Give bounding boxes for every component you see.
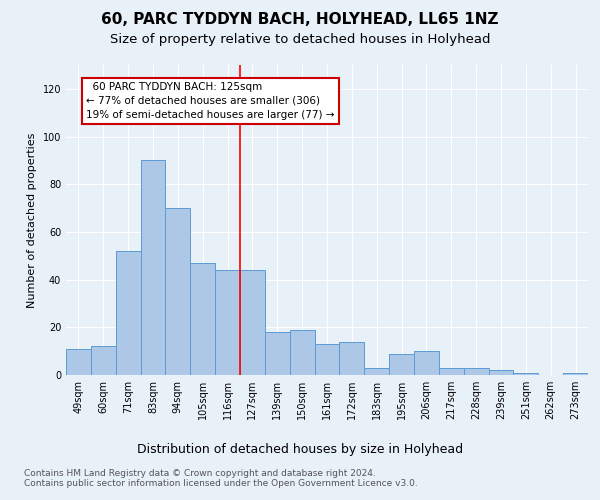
Y-axis label: Number of detached properties: Number of detached properties bbox=[27, 132, 37, 308]
Text: Size of property relative to detached houses in Holyhead: Size of property relative to detached ho… bbox=[110, 32, 490, 46]
Bar bbox=[389, 354, 414, 375]
Bar bbox=[265, 332, 290, 375]
Text: 60, PARC TYDDYN BACH, HOLYHEAD, LL65 1NZ: 60, PARC TYDDYN BACH, HOLYHEAD, LL65 1NZ bbox=[101, 12, 499, 28]
Bar bbox=[340, 342, 364, 375]
Text: Contains public sector information licensed under the Open Government Licence v3: Contains public sector information licen… bbox=[24, 478, 418, 488]
Bar bbox=[66, 349, 91, 375]
Bar bbox=[116, 251, 140, 375]
Text: Contains HM Land Registry data © Crown copyright and database right 2024.: Contains HM Land Registry data © Crown c… bbox=[24, 468, 376, 477]
Text: Distribution of detached houses by size in Holyhead: Distribution of detached houses by size … bbox=[137, 442, 463, 456]
Bar bbox=[215, 270, 240, 375]
Bar bbox=[364, 368, 389, 375]
Bar bbox=[190, 263, 215, 375]
Bar bbox=[314, 344, 340, 375]
Text: 60 PARC TYDDYN BACH: 125sqm
← 77% of detached houses are smaller (306)
19% of se: 60 PARC TYDDYN BACH: 125sqm ← 77% of det… bbox=[86, 82, 334, 120]
Bar bbox=[488, 370, 514, 375]
Bar bbox=[91, 346, 116, 375]
Bar bbox=[414, 351, 439, 375]
Bar bbox=[464, 368, 488, 375]
Bar bbox=[514, 372, 538, 375]
Bar bbox=[439, 368, 464, 375]
Bar bbox=[240, 270, 265, 375]
Bar bbox=[166, 208, 190, 375]
Bar bbox=[140, 160, 166, 375]
Bar bbox=[290, 330, 314, 375]
Bar bbox=[563, 372, 588, 375]
